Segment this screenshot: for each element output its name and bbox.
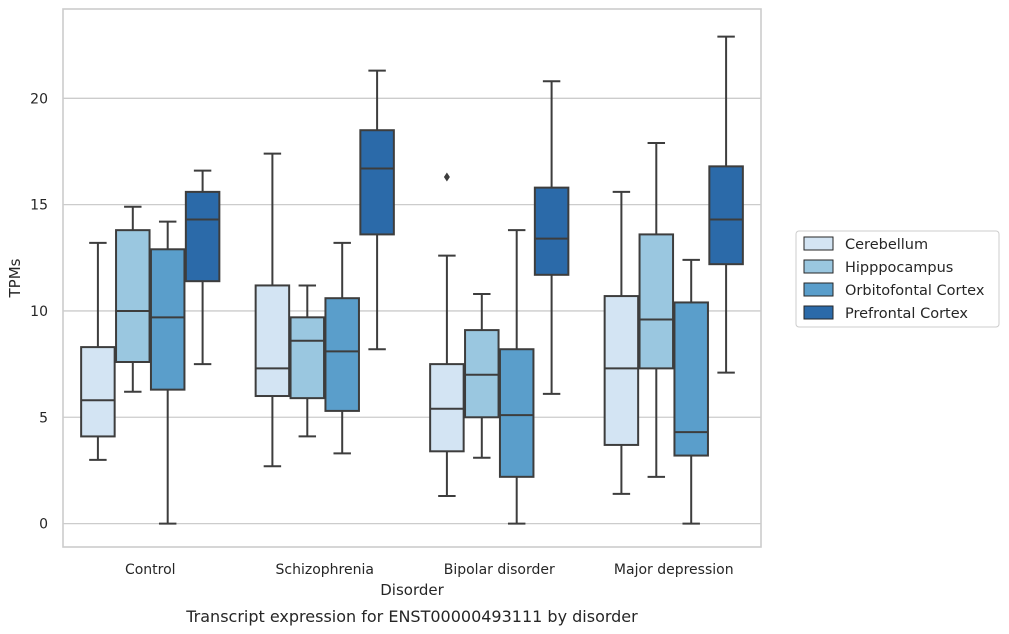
box-prefrontal-cortex [708,35,744,374]
y-tick-label: 10 [30,304,48,320]
legend-frame [795,230,1000,328]
legend-label: Prefrontal Cortex [845,306,968,322]
x-tick-label: Bipolar disorder [444,562,555,578]
box-iqr [708,165,744,266]
legend-swatch [803,236,834,251]
chart-caption: Transcript expression for ENST0000049311… [185,607,638,626]
box-orbitofontal-cortex [324,241,360,455]
box-iqr [533,186,570,276]
box-iqr [464,329,500,419]
box-iqr [638,233,675,370]
box-cerebellum [429,172,465,497]
box-iqr [254,284,291,398]
x-tick-label: Major depression [614,562,734,578]
x-tick-label: Control [125,562,176,578]
box-iqr [359,129,395,236]
legend: Cerebellum Hipppocampus Orbitofontal Corte… [795,230,1000,328]
legend-swatch [803,282,834,297]
box-cerebellum [254,152,291,468]
outlier-point [443,172,450,182]
y-axis-label: TPMs [6,258,24,298]
box-prefrontal-cortex [184,169,221,366]
legend-item: Prefrontal Cortex [803,305,968,322]
box-iqr [289,316,326,400]
box-prefrontal-cortex [533,80,570,395]
y-tick-labels: 0 5 10 15 20 [30,91,48,532]
x-axis-label: Disorder [380,581,444,599]
legend-label: Hipppocampus [845,260,953,276]
legend-label: Orbitofontal Cortex [845,283,985,299]
box-hipppocampus [115,205,151,393]
legend-item: Orbitofontal Cortex [803,282,985,299]
box-iqr [429,363,465,453]
box-iqr [149,248,186,391]
y-tick-label: 15 [30,198,48,214]
legend-swatch [803,259,834,274]
box-iqr [324,297,360,412]
legend-label: Cerebellum [845,237,928,253]
box-iqr [498,348,535,478]
x-tick-label: Schizophrenia [276,562,374,578]
y-tick-label: 5 [39,410,48,426]
box-orbitofontal-cortex [498,229,535,525]
box-hipppocampus [464,292,500,459]
box-iqr [603,295,640,446]
box-iqr [184,190,221,283]
y-tick-label: 0 [39,517,48,533]
box-orbitofontal-cortex [149,220,186,525]
box-iqr [80,346,116,438]
x-tick-labels: Control Schizophrenia Bipolar disorder Majo… [125,562,734,578]
y-tick-label: 20 [30,91,48,107]
box-iqr [115,229,151,363]
box-prefrontal-cortex [359,69,395,351]
box-iqr [673,301,709,457]
box-series [80,35,744,525]
box-hipppocampus [289,284,326,438]
box-hipppocampus [638,141,675,478]
box-cerebellum [603,190,640,495]
legend-item: Cerebellum [803,236,928,253]
legend-item: Hipppocampus [803,259,953,276]
box-cerebellum [80,241,116,461]
legend-swatch [803,305,834,320]
plot-frame [62,8,762,548]
box-orbitofontal-cortex [673,258,709,525]
